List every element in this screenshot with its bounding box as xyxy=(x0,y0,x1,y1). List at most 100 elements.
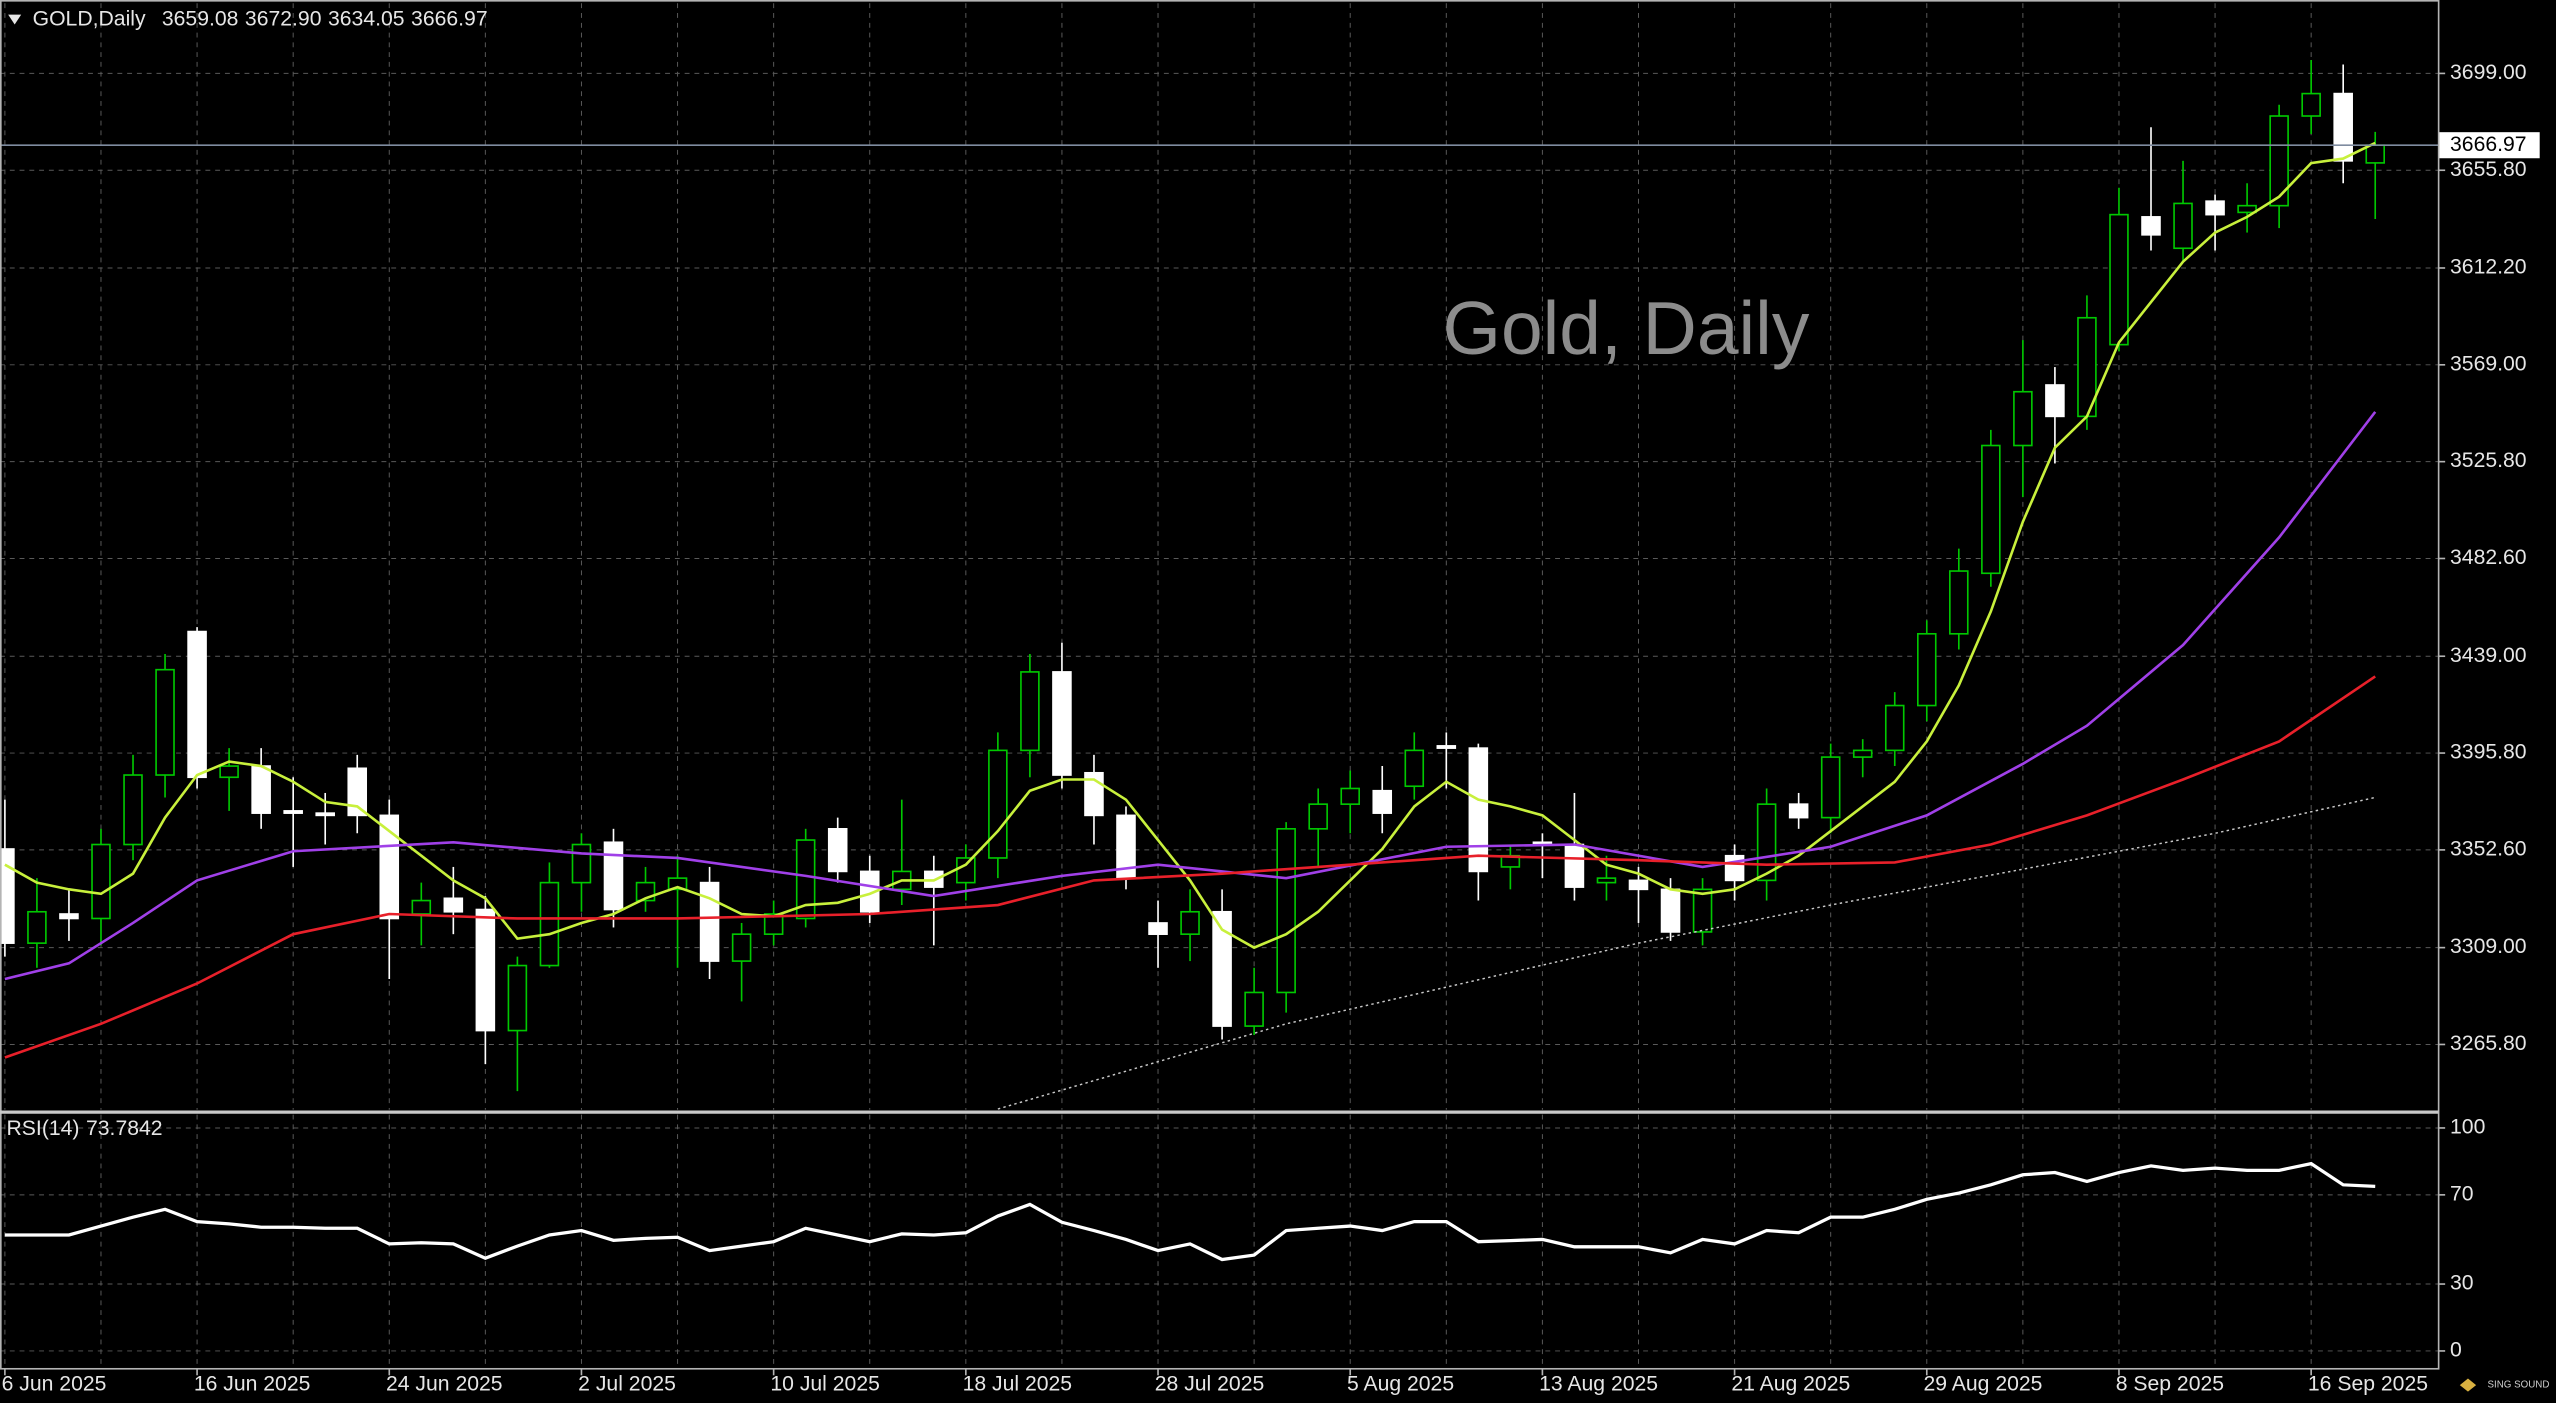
candle-body xyxy=(2269,115,2289,207)
price-pane xyxy=(0,59,2439,1110)
candle-body xyxy=(91,843,111,920)
close-value: 3666.97 xyxy=(411,7,488,30)
candle-body xyxy=(1212,910,1232,1027)
y-tick-label: 3612.20 xyxy=(2450,256,2527,279)
candle-body xyxy=(507,964,528,1032)
x-tick-label: 24 Jun 2025 xyxy=(386,1373,503,1396)
candle-body xyxy=(155,668,175,776)
x-tick-label: 2 Jul 2025 xyxy=(578,1373,676,1396)
moving-average xyxy=(997,796,2376,1110)
candle-body xyxy=(1020,671,1040,752)
candle-body xyxy=(1180,910,1200,935)
x-tick-label: 8 Sep 2025 xyxy=(2116,1373,2224,1396)
y-tick-label: 3395.80 xyxy=(2450,741,2527,764)
candle-body xyxy=(2301,92,2321,117)
x-tick-label: 16 Jun 2025 xyxy=(194,1373,311,1396)
candle-body xyxy=(2045,384,2065,418)
x-tick-label: 29 Aug 2025 xyxy=(1924,1373,2043,1396)
open-value: 3659.08 xyxy=(162,7,239,30)
y-tick-label: 3525.80 xyxy=(2450,449,2527,472)
y-tick-label: 3569.00 xyxy=(2450,352,2527,375)
y-tick-label: 70 xyxy=(2450,1182,2474,1205)
candle-body xyxy=(1852,749,1873,758)
low-value: 3634.05 xyxy=(328,7,405,30)
candle-body xyxy=(795,839,816,920)
candle-body xyxy=(539,881,560,967)
candle-body xyxy=(1596,877,1617,884)
candle-body xyxy=(347,767,368,817)
logo: SING SOUND xyxy=(2488,1380,2550,1391)
candle-body xyxy=(1276,828,1296,994)
candle-body xyxy=(571,843,592,884)
candle-body xyxy=(219,765,239,779)
candle-body xyxy=(988,749,1008,859)
rsi-pane xyxy=(4,1161,2376,1262)
candle-body xyxy=(283,810,303,814)
candle-body xyxy=(2013,390,2033,447)
candle-body xyxy=(1436,745,1457,749)
candle-body xyxy=(1884,704,1905,752)
candle-body xyxy=(1052,671,1072,776)
x-tick-label: 28 Jul 2025 xyxy=(1155,1373,1265,1396)
collapse-icon[interactable] xyxy=(8,14,22,25)
x-tick-label: 5 Aug 2025 xyxy=(1347,1373,1454,1396)
candle-body xyxy=(667,877,688,891)
candle-body xyxy=(1916,632,1937,707)
candle-body xyxy=(0,848,15,944)
candle-body xyxy=(315,812,335,817)
candle-body xyxy=(603,841,624,911)
y-tick-label: 3265.80 xyxy=(2450,1032,2527,1055)
x-tick-label: 6 Jun 2025 xyxy=(2,1373,107,1396)
x-tick-label: 18 Jul 2025 xyxy=(963,1373,1073,1396)
candle-body xyxy=(2237,204,2257,214)
moving-average xyxy=(4,675,2376,1059)
candle-body xyxy=(1340,787,1360,805)
candle-body xyxy=(1308,803,1328,830)
rsi-label: RSI(14) 73.7842 xyxy=(7,1117,163,1140)
y-tick-label: 3352.60 xyxy=(2450,837,2527,860)
candle-body xyxy=(411,899,432,915)
candle-body xyxy=(1981,444,2001,575)
y-tick-label: 0 xyxy=(2450,1339,2462,1362)
rsi-line xyxy=(4,1161,2376,1262)
candle-body xyxy=(1468,747,1489,873)
candle-body xyxy=(1564,843,1585,888)
candle-body xyxy=(27,910,47,944)
candle-body xyxy=(187,630,207,779)
y-tick-label: 100 xyxy=(2450,1116,2485,1139)
x-tick-label: 16 Sep 2025 xyxy=(2308,1373,2428,1396)
candle-body xyxy=(699,881,720,962)
frame xyxy=(0,0,2440,1370)
candle-body xyxy=(1949,570,1969,635)
y-tick-label: 3655.80 xyxy=(2450,158,2527,181)
rsi-name: RSI(14) xyxy=(7,1117,80,1140)
candle-body xyxy=(2205,200,2225,216)
last-price-box xyxy=(2438,132,2540,159)
candle-body xyxy=(1820,756,1841,819)
candle-body xyxy=(763,913,784,935)
candle-body xyxy=(1788,803,1809,819)
candle-body xyxy=(443,897,464,913)
moving-average xyxy=(4,411,2377,981)
candle-body xyxy=(827,828,848,873)
candle-body xyxy=(1372,789,1393,814)
candle-body xyxy=(2109,213,2129,346)
high-value: 3672.90 xyxy=(245,7,322,30)
candle-body xyxy=(379,814,400,920)
symbol: GOLD,Daily xyxy=(33,7,146,30)
candle-body xyxy=(1404,749,1425,788)
x-tick-label: 13 Aug 2025 xyxy=(1539,1373,1658,1396)
candle-body xyxy=(1148,922,1168,935)
logo-icon xyxy=(2459,1378,2477,1392)
candle-body xyxy=(2141,216,2161,236)
y-tick-label: 30 xyxy=(2450,1272,2474,1295)
candle-body xyxy=(123,774,143,846)
last-price-label: 3666.97 xyxy=(2450,133,2527,156)
candle-body xyxy=(1692,888,1713,933)
y-tick-label: 3309.00 xyxy=(2450,935,2527,958)
moving-average xyxy=(4,141,2376,950)
